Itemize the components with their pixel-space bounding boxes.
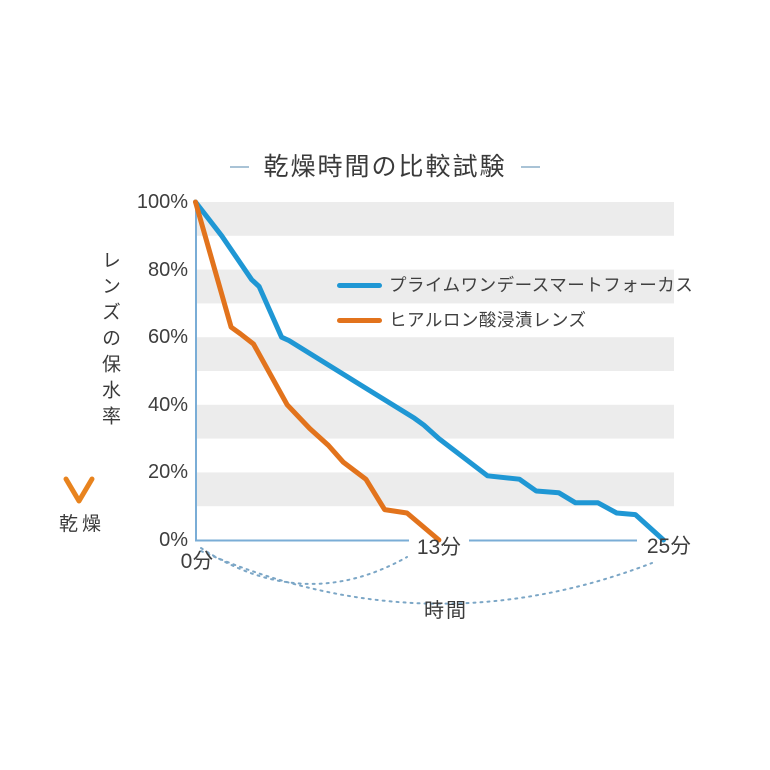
legend-label: プライムワンデースマートフォーカス xyxy=(389,275,694,295)
dotted-span-arc-0-25 xyxy=(200,550,653,605)
x-tick-label: 25分 xyxy=(646,535,692,558)
x-axis-title: 時間 xyxy=(424,600,468,622)
stripe-band xyxy=(197,337,674,371)
x-tick-label: 0分 xyxy=(180,550,214,573)
stripe-band xyxy=(197,202,674,236)
background-stripes xyxy=(197,202,674,507)
title-left-dash xyxy=(230,166,250,168)
series-line-hyaluronic-soaked-lens xyxy=(193,199,442,543)
y-axis-title-vertical: レンズの保水率 xyxy=(99,250,120,432)
arrow-head-icon xyxy=(63,476,95,504)
stripe-band xyxy=(197,472,674,507)
legend-swatch-line-icon xyxy=(337,282,382,288)
series-line-prime-oneday-smartfocus xyxy=(193,199,666,543)
y-tick-label: 60% xyxy=(147,326,188,349)
dotted-span-arc-0-13 xyxy=(200,547,408,585)
chart-title-row: 乾燥時間の比較試験 xyxy=(0,150,770,184)
chart-title: 乾燥時間の比較試験 xyxy=(263,153,507,181)
legend-swatch-line-icon xyxy=(337,317,382,323)
y-tick-label: 20% xyxy=(147,461,188,484)
y-tick-label: 0% xyxy=(159,529,188,551)
y-tick-label: 80% xyxy=(147,258,188,281)
y-tick-label: 40% xyxy=(147,393,188,416)
y-tick-label: 100% xyxy=(136,191,188,213)
moisture-to-dry-arrow xyxy=(63,215,95,504)
legend-label: ヒアルロン酸浸漬レンズ xyxy=(389,310,587,330)
stripe-band xyxy=(197,269,674,304)
x-tick-label: 13分 xyxy=(416,536,462,559)
title-right-dash xyxy=(520,166,540,168)
dry-state-label: 乾燥 xyxy=(58,514,105,535)
